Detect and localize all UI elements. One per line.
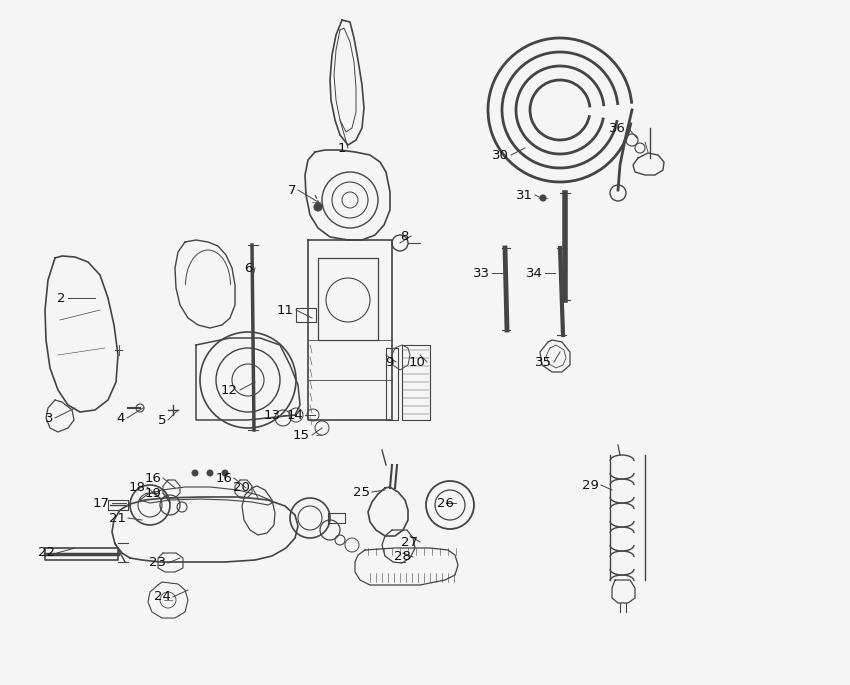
- Text: 8: 8: [400, 229, 409, 242]
- Text: 16: 16: [215, 471, 232, 484]
- Text: 7: 7: [287, 184, 296, 197]
- Text: 12: 12: [221, 384, 238, 397]
- Text: 13: 13: [264, 408, 281, 421]
- Text: 20: 20: [233, 480, 250, 493]
- Text: 5: 5: [157, 414, 166, 427]
- Text: 6: 6: [245, 262, 253, 275]
- Text: 29: 29: [582, 479, 599, 492]
- Text: 1: 1: [337, 142, 346, 155]
- Circle shape: [314, 203, 322, 211]
- Text: 2: 2: [58, 292, 66, 305]
- Text: 10: 10: [408, 356, 425, 369]
- Text: 21: 21: [109, 512, 126, 525]
- Text: 27: 27: [401, 536, 418, 549]
- Text: 28: 28: [394, 551, 411, 564]
- Text: 23: 23: [149, 556, 166, 569]
- Circle shape: [540, 195, 546, 201]
- Text: 18: 18: [128, 480, 145, 493]
- Text: 26: 26: [437, 497, 454, 510]
- Circle shape: [192, 470, 198, 476]
- Text: 34: 34: [526, 266, 543, 279]
- Text: 25: 25: [353, 486, 370, 499]
- Text: 15: 15: [293, 429, 310, 442]
- Text: 30: 30: [492, 149, 509, 162]
- Text: 16: 16: [144, 471, 161, 484]
- Text: 31: 31: [516, 188, 533, 201]
- Circle shape: [207, 470, 213, 476]
- Text: 11: 11: [277, 303, 294, 316]
- Text: 9: 9: [386, 356, 394, 369]
- Circle shape: [222, 470, 228, 476]
- Text: 35: 35: [535, 356, 552, 369]
- Text: 17: 17: [93, 497, 110, 510]
- Text: 4: 4: [116, 412, 125, 425]
- Text: 14: 14: [286, 408, 303, 421]
- Text: 22: 22: [38, 547, 55, 560]
- Text: 3: 3: [44, 412, 53, 425]
- Text: 24: 24: [154, 590, 171, 603]
- Text: 19: 19: [144, 486, 161, 499]
- Text: 36: 36: [609, 121, 626, 134]
- Text: 33: 33: [473, 266, 490, 279]
